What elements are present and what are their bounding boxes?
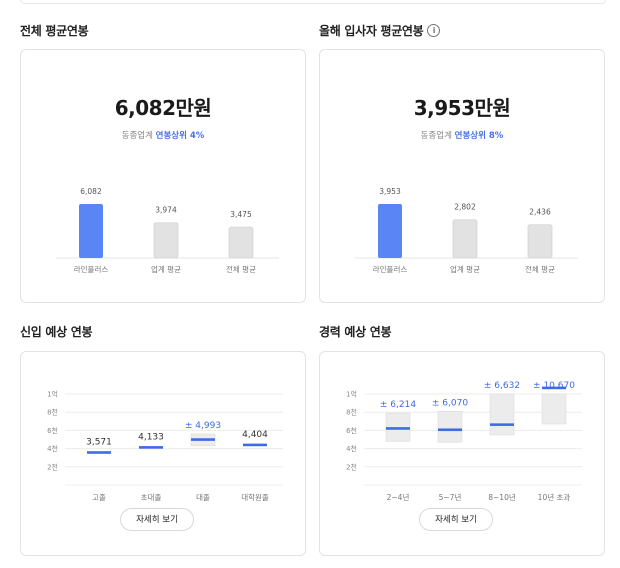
- newhire-rank-prefix: 동종업계: [420, 131, 452, 141]
- newhire-salary-title: 올해 입사자 평균연봉: [319, 24, 424, 38]
- overall-category-1: 업계 평균: [151, 264, 181, 274]
- career-marker-0: [386, 427, 410, 430]
- career-value-3: ± 10,670: [533, 381, 575, 391]
- junior-salary-card: 1억 8천 6천 4천 2천 3,571 고졸 4,133 초대졸 ± 4,993 대졸 4,404 대…: [20, 351, 306, 556]
- junior-y-tick-2: 6천: [47, 426, 58, 435]
- junior-y-tick-0: 1억: [47, 391, 58, 399]
- career-category-3: 10년 초과: [538, 492, 571, 502]
- overall-salary-card: 6,082만원 동종업계 연봉상위 4% 6,082 라인플러스 3,974 업계 평…: [20, 49, 306, 303]
- career-range-1: [437, 410, 463, 443]
- junior-value-2: ± 4,993: [185, 421, 221, 431]
- career-category-0: 2~4년: [387, 492, 410, 502]
- junior-category-1: 초대졸: [141, 493, 162, 502]
- overall-rank-highlight: 연봉상위 4%: [155, 131, 205, 141]
- overall-bar-1: [153, 222, 179, 259]
- junior-marker-1: [139, 446, 163, 449]
- overall-bar-value-0: 6,082: [80, 187, 102, 196]
- junior-category-2: 대졸: [196, 493, 210, 502]
- overall-bar-0: [79, 204, 103, 258]
- newhire-category-0: 라인플러스: [373, 264, 408, 274]
- junior-category-0: 고졸: [92, 493, 106, 502]
- career-category-2: 8~10년: [488, 492, 516, 502]
- career-salary-title: 경력 예상 연봉: [319, 325, 392, 339]
- career-y-tick-2: 6천: [346, 426, 357, 435]
- newhire-salary-card: 3,953만원 동종업계 연봉상위 8% 3,953 라인플러스 2,802 업계 평…: [319, 49, 605, 303]
- career-value-2: ± 6,632: [484, 381, 520, 391]
- junior-salary-title: 신입 예상 연봉: [20, 325, 93, 339]
- junior-y-tick-3: 4천: [47, 444, 58, 453]
- overall-bar-value-1: 3,974: [155, 206, 177, 215]
- info-circle-icon[interactable]: i: [427, 24, 441, 37]
- junior-value-1: 4,133: [138, 432, 164, 442]
- career-value-1: ± 6,070: [432, 398, 468, 408]
- overall-salary-title: 전체 평균연봉: [20, 24, 89, 38]
- career-y-tick-1: 8천: [346, 408, 357, 417]
- newhire-bar-value-2: 2,436: [529, 208, 551, 217]
- newhire-rank-text: 동종업계 연봉상위 8%: [320, 129, 604, 141]
- career-marker-1: [438, 428, 462, 432]
- newhire-category-1: 업계 평균: [450, 264, 480, 274]
- career-range-2: [489, 393, 515, 436]
- overall-rank-text: 동종업계 연봉상위 4%: [21, 129, 305, 141]
- career-y-tick-4: 2천: [346, 462, 357, 471]
- newhire-category-2: 전체 평균: [525, 264, 555, 274]
- newhire-bar-value-0: 3,953: [379, 187, 401, 196]
- previous-card-border: [20, 0, 606, 4]
- junior-category-3: 대학원졸: [241, 492, 269, 502]
- overall-bar-2: [228, 226, 254, 259]
- overall-salary-value: 6,082만원: [114, 96, 212, 120]
- career-detail-button[interactable]: 자세히 보기: [419, 508, 493, 531]
- career-y-tick-0: 1억: [346, 391, 357, 399]
- newhire-bar-chart: 3,953 라인플러스 2,802 업계 평균 2,436 전체 평균: [355, 187, 578, 274]
- junior-range-chart: 1억 8천 6천 4천 2천 3,571 고졸 4,133 초대졸 ± 4,993 대졸 4,404 대…: [47, 391, 283, 502]
- newhire-rank-highlight: 연봉상위 8%: [454, 131, 504, 141]
- overall-bar-value-2: 3,475: [230, 210, 252, 219]
- career-category-1: 5~7년: [439, 492, 462, 502]
- career-marker-2: [490, 423, 514, 426]
- junior-marker-0: [87, 451, 111, 454]
- junior-y-tick-1: 8천: [47, 408, 58, 417]
- career-range-chart: 1억 8천 6천 4천 2천 ± 6,214 2~4년 ± 6,070 5~7년 ± 6,632 8…: [346, 381, 582, 502]
- newhire-salary-value: 3,953만원: [413, 96, 511, 120]
- overall-category-2: 전체 평균: [226, 264, 256, 274]
- career-y-tick-3: 4천: [346, 444, 357, 453]
- newhire-bar-1: [452, 219, 478, 259]
- career-range-3: [541, 393, 567, 425]
- junior-marker-3: [243, 443, 267, 447]
- newhire-salary-heading: 올해 입사자 평균연봉 i: [319, 22, 441, 39]
- career-value-0: ± 6,214: [380, 400, 416, 410]
- overall-rank-prefix: 동종업계: [121, 131, 153, 141]
- junior-value-0: 3,571: [86, 438, 112, 448]
- junior-marker-2: [191, 438, 215, 441]
- junior-value-3: 4,404: [242, 430, 268, 440]
- junior-y-tick-4: 2천: [47, 462, 58, 471]
- junior-detail-button[interactable]: 자세히 보기: [120, 508, 194, 531]
- newhire-bar-value-1: 2,802: [454, 203, 476, 212]
- newhire-bar-2: [527, 224, 553, 259]
- overall-category-0: 라인플러스: [74, 264, 109, 274]
- career-salary-card: 1억 8천 6천 4천 2천 ± 6,214 2~4년 ± 6,070 5~7년 ± 6,632 8…: [319, 351, 605, 556]
- career-marker-3: [542, 386, 566, 390]
- overall-bar-chart: 6,082 라인플러스 3,974 업계 평균 3,475 전체 평균: [56, 187, 279, 274]
- newhire-bar-0: [378, 204, 402, 258]
